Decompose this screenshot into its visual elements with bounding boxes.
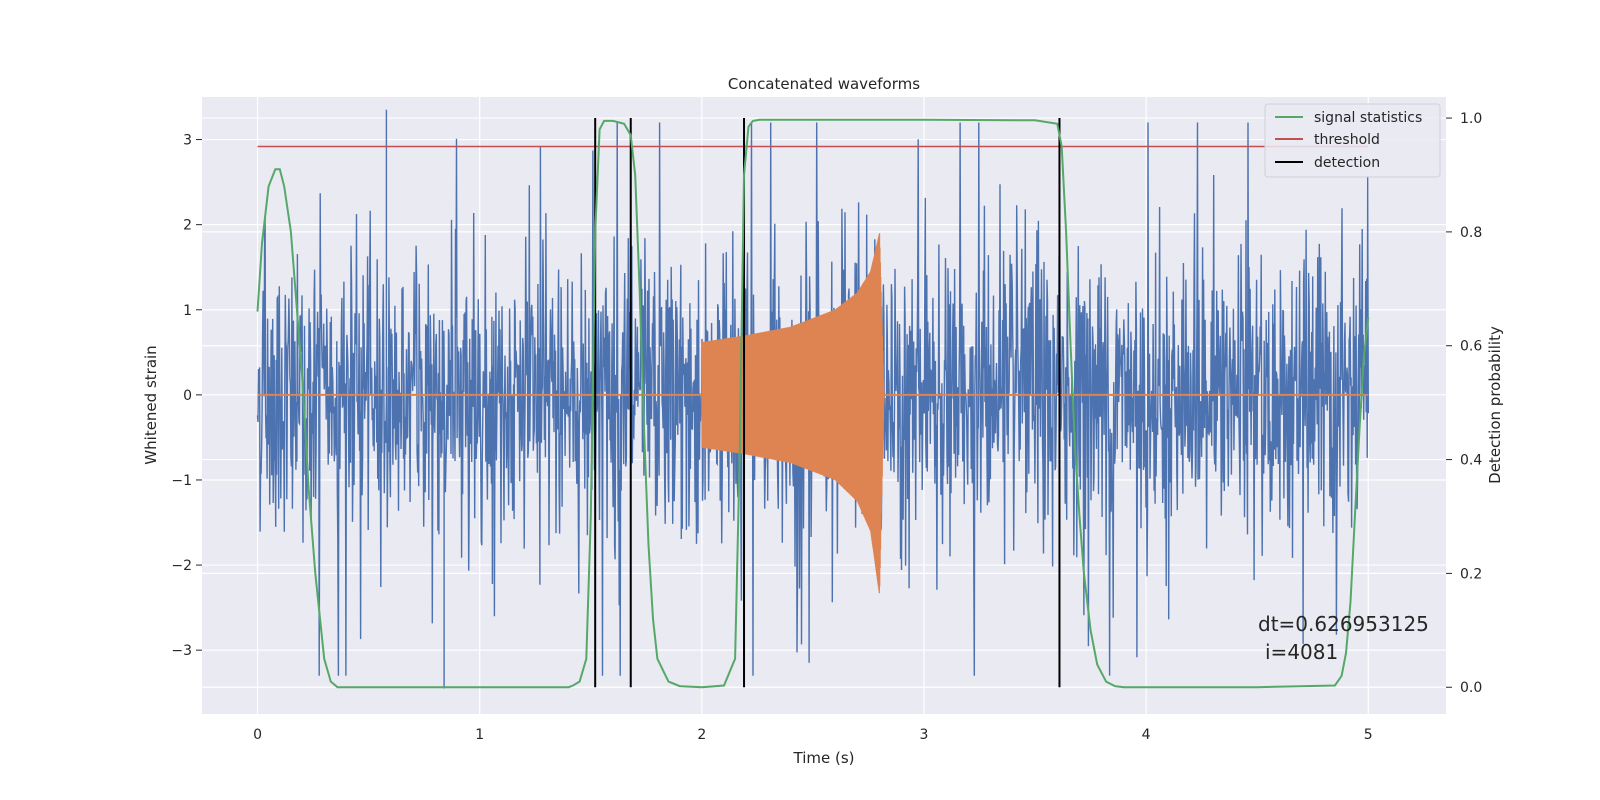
legend-box bbox=[1264, 103, 1441, 178]
x-tick-label: 4 bbox=[1142, 727, 1151, 743]
x-tick-label: 0 bbox=[253, 727, 262, 743]
legend-label-threshold: threshold bbox=[1314, 132, 1380, 148]
y2-tick-label: 0.0 bbox=[1460, 680, 1482, 696]
y-tick-label: 3 bbox=[183, 133, 192, 149]
y-tick-label: 0 bbox=[183, 388, 192, 404]
y2-tick-label: 0.4 bbox=[1460, 453, 1482, 469]
y2-tick-label: 1.0 bbox=[1460, 111, 1482, 127]
y-tick-label: 1 bbox=[183, 303, 192, 319]
x-tick-label: 3 bbox=[920, 727, 929, 743]
signal-statistics-line bbox=[256, 118, 1370, 689]
y-axis-label: Whitened strain bbox=[142, 345, 160, 464]
x-tick-label: 1 bbox=[475, 727, 484, 743]
x-axis-label: Time (s) bbox=[793, 749, 855, 767]
y-tick-label: 2 bbox=[183, 218, 192, 234]
x-tick-label: 5 bbox=[1364, 727, 1373, 743]
y-axis-ticks: −3 −2 −1 0 1 2 3 bbox=[171, 133, 202, 659]
injected-waveform-series bbox=[701, 233, 885, 594]
annotation-i: i=4081 bbox=[1265, 640, 1338, 664]
legend: signal statistics threshold detection bbox=[1264, 103, 1441, 178]
legend-label-signal-statistics: signal statistics bbox=[1314, 110, 1422, 126]
y-tick-label: −1 bbox=[171, 473, 192, 489]
legend-label-detection: detection bbox=[1314, 155, 1380, 171]
chart-title: Concatenated waveforms bbox=[728, 75, 920, 93]
y2-tick-label: 0.2 bbox=[1460, 566, 1482, 582]
y2-tick-label: 0.8 bbox=[1460, 225, 1482, 241]
y2-axis-label: Detection probability bbox=[1486, 326, 1504, 484]
x-axis-ticks: 0 1 2 3 4 5 bbox=[253, 727, 1373, 743]
x-tick-label: 2 bbox=[697, 727, 706, 743]
y-tick-label: −3 bbox=[171, 643, 192, 659]
y2-tick-label: 0.6 bbox=[1460, 339, 1482, 355]
annotation-dt: dt=0.626953125 bbox=[1258, 612, 1429, 636]
y2-axis-ticks: 0.0 0.2 0.4 0.6 0.8 1.0 bbox=[1446, 111, 1482, 696]
y-tick-label: −2 bbox=[171, 558, 192, 574]
